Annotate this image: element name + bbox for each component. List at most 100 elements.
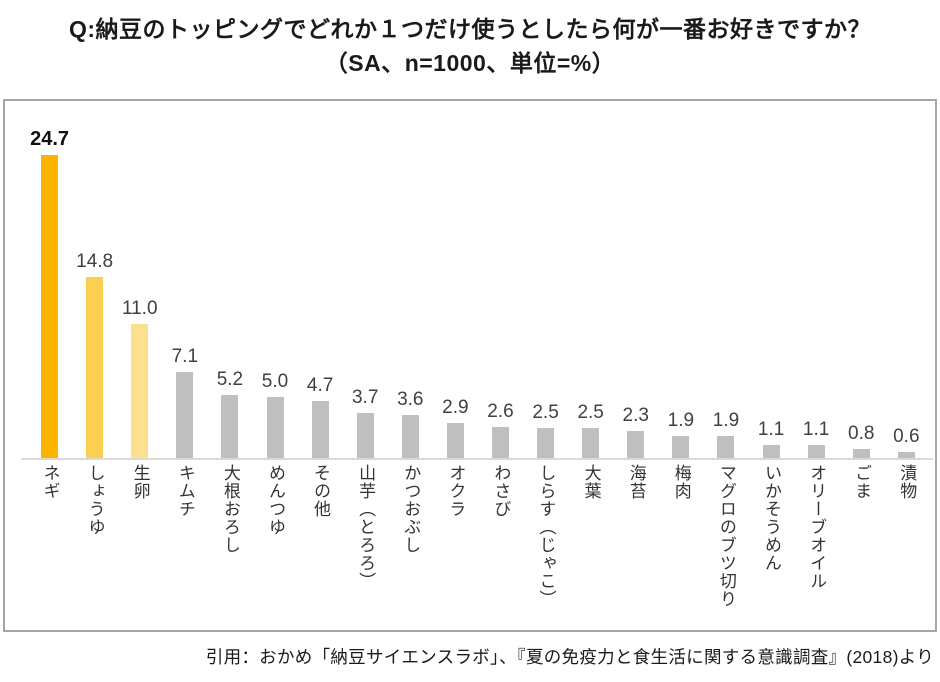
- bar-column: 2.5: [568, 101, 613, 459]
- bar-value-label: 2.5: [532, 402, 559, 423]
- chart-plot-box: 24.7 14.8 11.0 7.1 5.2 5.0 4.7 3.7 3.6 2.9 2.6 2.5 2…: [3, 99, 937, 632]
- category-column: オクラ: [433, 464, 478, 630]
- bar-category-label: キムチ: [175, 464, 195, 518]
- bar: [672, 436, 690, 459]
- bar: [356, 413, 374, 459]
- bar: [852, 449, 870, 459]
- bar-column: 1.9: [658, 101, 703, 459]
- chart-title: Q:納豆のトッピングでどれか１つだけ使うとしたら何が一番お好きですか？ （SA、…: [0, 12, 940, 80]
- category-column: ごま: [839, 464, 884, 630]
- bar-value-label: 11.0: [121, 298, 158, 319]
- bar-value-label: 1.9: [712, 410, 740, 431]
- category-column: その他: [298, 464, 343, 630]
- bar-column: 2.6: [478, 101, 523, 459]
- bar-category-label: 山芋（とろろ）: [356, 464, 376, 590]
- bar-plot-area: 24.7 14.8 11.0 7.1 5.2 5.0 4.7 3.7 3.6 2.9 2.6 2.5 2…: [27, 101, 929, 459]
- bar-category-label: その他: [311, 464, 331, 518]
- bar-value-label: 0.8: [848, 423, 875, 444]
- bar-value-label: 24.7: [30, 128, 70, 150]
- bar-value-label: 0.6: [893, 426, 920, 447]
- bar-column: 1.1: [794, 101, 839, 459]
- citation-text: 引用：おかめ「納豆サイエンスラボ」、『夏の免疫力と食生活に関する意識調査』(20…: [205, 647, 934, 667]
- bar-value-label: 4.7: [306, 375, 334, 396]
- bar: [807, 445, 825, 459]
- bar-column: 14.8: [72, 101, 117, 459]
- category-column: マグロのブツ切り: [703, 464, 748, 630]
- bar: [266, 397, 284, 459]
- bar-value-label: 2.5: [577, 402, 604, 423]
- chart-title-line-2: （SA、n=1000、単位=%）: [324, 50, 616, 76]
- bar-value-label: 2.9: [442, 397, 469, 418]
- bar-column: 3.6: [388, 101, 433, 459]
- bar-column: 11.0: [117, 101, 162, 459]
- category-column: 梅肉: [658, 464, 703, 630]
- category-axis-labels: ネギ しょうゆ 生卵 キムチ 大根おろし めんつゆ その他 山芋（とろろ） かつおぶし オクラ わさ…: [27, 464, 929, 630]
- bar-column: 7.1: [162, 101, 207, 459]
- bar-category-label: 生卵: [130, 464, 150, 500]
- bar-column: 2.5: [523, 101, 568, 459]
- chart-title-line-1: Q:納豆のトッピングでどれか１つだけ使うとしたら何が一番お好きですか？: [68, 16, 872, 42]
- bar: [41, 155, 59, 459]
- bar-column: 3.7: [343, 101, 388, 459]
- bar-category-label: ネギ: [40, 464, 60, 500]
- bar: [311, 401, 329, 459]
- bar: [537, 428, 555, 459]
- bar-column: 5.0: [252, 101, 297, 459]
- bar-category-label: 梅肉: [671, 464, 691, 500]
- bar: [176, 372, 194, 459]
- bar: [131, 324, 149, 459]
- bar-value-label: 1.1: [757, 419, 785, 440]
- category-column: かつおぶし: [388, 464, 433, 630]
- bar-category-label: 大根おろし: [220, 464, 240, 554]
- bar-column: 1.1: [749, 101, 794, 459]
- category-column: 生卵: [117, 464, 162, 630]
- category-column: しょうゆ: [72, 464, 117, 630]
- category-column: 大葉: [568, 464, 613, 630]
- category-column: わさび: [478, 464, 523, 630]
- x-axis-line: [21, 458, 933, 460]
- category-column: めんつゆ: [252, 464, 297, 630]
- bar-value-label: 5.2: [216, 369, 244, 390]
- category-column: キムチ: [162, 464, 207, 630]
- bar: [582, 428, 600, 459]
- bar-category-label: いかそうめん: [761, 464, 781, 572]
- bar-value-label: 2.3: [622, 405, 649, 426]
- bar: [762, 445, 780, 459]
- bar-category-label: オクラ: [446, 464, 466, 518]
- category-column: 海苔: [613, 464, 658, 630]
- bar: [446, 423, 464, 459]
- bar: [401, 415, 419, 459]
- bar-value-label: 5.0: [261, 371, 289, 392]
- bar: [491, 427, 509, 459]
- bar-category-label: マグロのブツ切り: [716, 464, 736, 608]
- bar-column: 1.9: [703, 101, 748, 459]
- bar-column: 2.3: [613, 101, 658, 459]
- bar-category-label: しょうゆ: [85, 464, 105, 536]
- bar: [86, 277, 104, 459]
- bar: [221, 395, 239, 459]
- bar-category-label: 漬物: [897, 464, 917, 500]
- bar-value-label: 3.6: [397, 389, 424, 410]
- bar-value-label: 7.1: [171, 346, 199, 367]
- category-column: オリーブオイル: [794, 464, 839, 630]
- bar-category-label: めんつゆ: [265, 464, 285, 536]
- bar-category-label: かつおぶし: [401, 464, 421, 554]
- category-column: いかそうめん: [749, 464, 794, 630]
- bar-category-label: 海苔: [626, 464, 646, 500]
- bar-category-label: わさび: [491, 464, 511, 518]
- bar-column: 4.7: [298, 101, 343, 459]
- bar-column: 24.7: [27, 101, 72, 459]
- category-column: 大根おろし: [207, 464, 252, 630]
- bar-category-label: オリーブオイル: [807, 464, 827, 590]
- bar-category-label: しらす（じゃこ）: [536, 464, 556, 608]
- bar-category-label: ごま: [852, 464, 872, 500]
- bar-column: 0.6: [884, 101, 929, 459]
- bar-value-label: 1.9: [667, 410, 695, 431]
- bar-value-label: 14.8: [76, 251, 114, 272]
- category-column: 漬物: [884, 464, 929, 630]
- bar-category-label: 大葉: [581, 464, 601, 500]
- bar: [627, 431, 645, 459]
- bar: [717, 436, 735, 459]
- category-column: 山芋（とろろ）: [343, 464, 388, 630]
